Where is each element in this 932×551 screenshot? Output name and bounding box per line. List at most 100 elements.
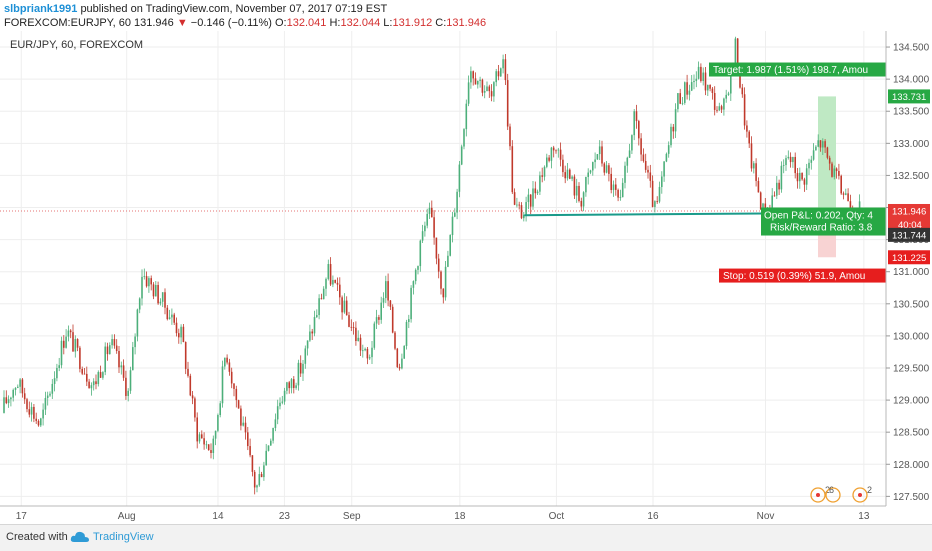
candle-body — [667, 145, 670, 154]
candle-body — [214, 430, 217, 439]
last-price: 131.946 — [134, 17, 174, 29]
target-label-box[interactable]: Target: 1.987 (1.51%) 198.7, Amou — [709, 62, 886, 77]
candle-body — [690, 82, 693, 91]
candle-body — [711, 88, 714, 93]
candle-body — [318, 298, 320, 316]
price-chart[interactable]: EUR/JPY, 60, FOREXCOM Target: 1.987 (1.5… — [0, 31, 932, 524]
candle-body — [394, 332, 396, 349]
svg-text:133.731: 133.731 — [892, 92, 926, 103]
candle-body — [610, 173, 612, 191]
candle-body — [548, 157, 550, 161]
candle-body — [364, 348, 366, 351]
candle-body — [332, 279, 334, 285]
price-tick-label: 127.500 — [893, 492, 930, 503]
candle-body — [672, 126, 675, 132]
chart-header: slbpriank1991 published on TradingView.c… — [0, 0, 932, 30]
candle-body — [408, 319, 410, 322]
candle-body — [470, 71, 472, 83]
candle-body — [805, 168, 808, 185]
candle-body — [355, 327, 357, 342]
candle-body — [486, 86, 488, 92]
candle-body — [184, 342, 187, 369]
candle-body — [518, 204, 520, 206]
author-link[interactable]: slbpriank1991 — [4, 3, 78, 15]
candle-body — [339, 284, 341, 298]
tradingview-link[interactable]: TradingView — [93, 531, 154, 543]
candle-body — [279, 402, 281, 407]
stop-label: Stop: 0.519 (0.39%) 51.9, Amou — [723, 271, 865, 282]
candle-body — [736, 38, 739, 74]
candle-body — [228, 362, 231, 372]
candle-body — [247, 432, 249, 447]
time-tick-label: Aug — [118, 511, 136, 522]
candle-body — [651, 180, 654, 207]
candle-body — [665, 153, 668, 162]
candle-body — [207, 444, 210, 451]
candle-body — [444, 266, 447, 298]
candle-body — [748, 131, 750, 144]
pnl-label-box[interactable]: Open P&L: 0.202, Qty: 4 Risk/Reward Rati… — [761, 207, 886, 236]
candle-body — [488, 86, 491, 92]
candle-body — [21, 379, 24, 394]
target-zone — [818, 96, 836, 224]
candle-body — [65, 336, 67, 348]
candle-body — [525, 202, 527, 215]
candle-body — [509, 126, 511, 147]
candle-body — [479, 79, 481, 81]
candle-body — [578, 185, 580, 201]
candle-body — [824, 141, 826, 148]
candle-body — [785, 158, 787, 166]
time-axis[interactable] — [0, 506, 886, 524]
candle-body — [739, 73, 741, 88]
candle-body — [304, 348, 307, 364]
time-tick-label: 13 — [858, 511, 870, 522]
candle-body — [472, 71, 474, 79]
candle-body — [42, 409, 44, 419]
candle-body — [306, 340, 309, 349]
candle-body — [92, 381, 95, 386]
candle-body — [368, 357, 371, 359]
price-axis[interactable] — [886, 31, 932, 506]
candle-body — [143, 276, 146, 277]
candle-body — [437, 258, 440, 272]
candle-body — [608, 165, 610, 174]
candle-body — [157, 284, 159, 304]
candle-body — [527, 194, 530, 203]
candle-body — [842, 193, 845, 195]
candle-body — [88, 381, 90, 389]
candle-body — [799, 172, 801, 182]
candle-body — [481, 79, 484, 93]
candle-body — [263, 465, 265, 478]
candle-body — [755, 163, 757, 181]
candle-body — [552, 147, 555, 151]
time-tick-label: 14 — [212, 511, 224, 522]
price-tick-label: 129.000 — [893, 396, 930, 407]
candle-body — [493, 82, 495, 97]
candle-body — [700, 66, 702, 81]
candle-body — [286, 382, 288, 391]
candle-body — [734, 38, 737, 64]
candle-body — [343, 300, 346, 313]
chart-title: EUR/JPY, 60, FOREXCOM — [10, 39, 143, 51]
stop-label-box[interactable]: Stop: 0.519 (0.39%) 51.9, Amou — [719, 268, 886, 283]
candle-body — [210, 450, 212, 453]
candle-body — [281, 401, 284, 403]
candle-body — [173, 314, 175, 323]
candle-body — [106, 346, 109, 355]
candle-body — [532, 188, 534, 207]
candle-body — [44, 397, 47, 410]
symbol-line: FOREXCOM:EURJPY, 60 131.946 ▼ −0.146 (−0… — [4, 17, 486, 29]
candle-body — [582, 192, 585, 207]
publish-line: slbpriank1991 published on TradingView.c… — [4, 3, 387, 15]
time-tick-label: Oct — [549, 511, 565, 522]
event-markers[interactable]: 2 6 2 — [810, 485, 872, 503]
candle-body — [709, 84, 711, 89]
price-tick-label: 134.500 — [893, 43, 930, 54]
candle-body — [421, 231, 424, 241]
price-tags: 133.731 131.946 40:04 131.744 131.225 — [888, 89, 930, 265]
candle-body — [274, 419, 277, 429]
candle-body — [697, 66, 700, 79]
candle-body — [230, 371, 233, 384]
published-text: published on TradingView.com, November 0… — [80, 3, 388, 15]
candle-body — [442, 288, 445, 298]
